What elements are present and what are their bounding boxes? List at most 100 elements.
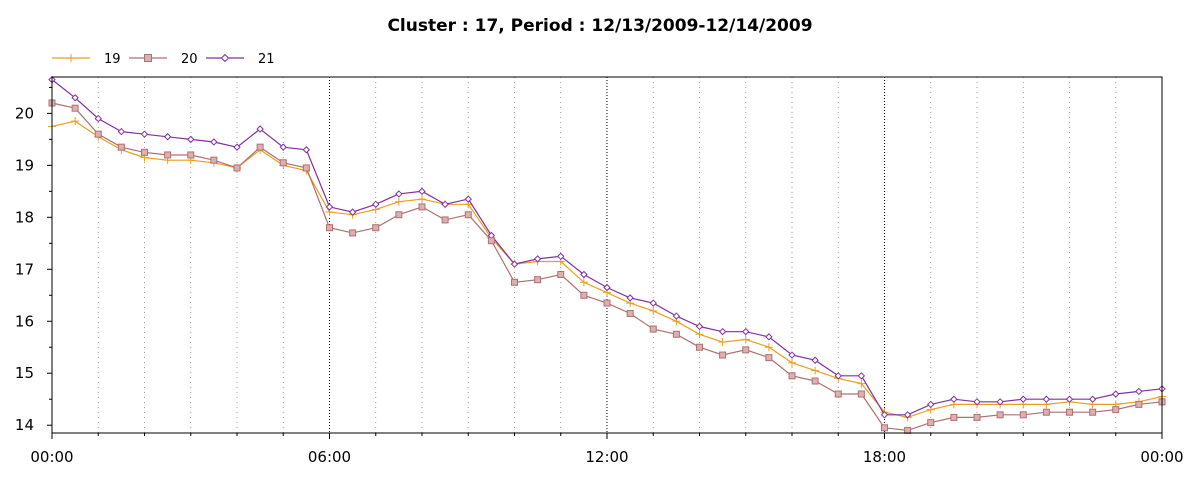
data-point [511,278,518,286]
data-point [765,354,773,362]
data-point [141,148,148,156]
data-point [233,143,241,151]
data-point [927,419,935,427]
axes: 00:00 06:00 12:00 18:00 00:00 14 15 16 17 18 19 20 [15,86,1184,466]
data-point [580,270,588,279]
data-point [811,377,819,385]
data-point [164,151,172,159]
data-point [881,424,888,432]
data-point [557,270,565,278]
data-point [742,346,750,354]
data-point [880,411,889,419]
data-point [163,133,172,141]
data-point [325,203,334,211]
data-point [696,343,703,351]
data-point [534,276,542,284]
data-point [672,330,680,338]
y-tick-label: 16 [15,312,34,330]
grid [97,77,1117,433]
data-point [94,130,102,138]
data-point [302,164,310,172]
data-point [1135,400,1143,408]
series-layer [48,75,1166,434]
data-point [950,413,958,421]
data-point [834,372,842,380]
data-point [326,224,333,232]
data-point [903,411,912,419]
data-point [857,372,866,380]
data-point [973,398,981,406]
data-point [649,306,658,315]
data-point [210,156,218,164]
data-point [811,366,820,375]
data-point [210,138,218,146]
series-line-21 [51,79,1163,416]
data-point [603,299,611,307]
data-point [1019,395,1027,403]
data-point [418,187,426,196]
data-point [1042,408,1050,416]
data-point [117,143,125,151]
data-point [579,278,588,287]
y-tick-label: 19 [15,156,34,174]
series-20 [48,99,1166,434]
data-point [418,195,426,204]
data-point [487,237,495,245]
y-tick-label: 17 [15,260,34,278]
data-point [626,309,634,317]
data-point [464,195,472,203]
data-point [719,351,727,359]
data-point [857,379,866,388]
data-point [765,333,773,341]
data-point [1135,387,1143,396]
legend-item-20: 20 [129,52,198,67]
y-tick-label: 14 [15,416,34,434]
data-point [441,200,449,209]
data-point [996,398,1004,406]
data-point [187,151,195,159]
data-point [580,291,588,299]
data-point [372,224,380,232]
x-tick-label: 12:00 [585,448,628,466]
data-point [71,117,80,126]
data-point [464,211,472,219]
data-point [67,54,75,62]
x-tick-label: 18:00 [863,448,906,466]
data-point [256,143,264,151]
legend-item-21: 21 [206,52,275,67]
data-point [1088,395,1097,403]
data-point [950,395,958,403]
data-point [233,164,241,172]
data-point [741,335,750,344]
legend-label: 20 [181,52,198,67]
x-tick-label: 06:00 [308,448,351,466]
data-point [372,200,380,209]
x-tick-label: 00:00 [1140,448,1183,466]
data-point [144,54,152,62]
data-point [626,294,634,302]
data-point [71,104,79,112]
x-tick-label: 00:00 [30,448,73,466]
data-point [71,94,79,102]
data-point [510,260,519,268]
data-point [788,358,796,367]
data-point [649,299,657,307]
data-point [279,143,287,151]
data-point [695,322,704,331]
data-point [672,312,681,320]
data-point [348,208,357,216]
legend: 19 20 21 [52,52,275,67]
data-point [279,159,287,167]
data-point [256,125,264,133]
data-point [349,229,357,237]
data-point [1042,395,1051,403]
data-point [811,356,819,364]
data-point [1112,406,1120,414]
data-point [533,255,542,263]
data-point [441,216,449,224]
data-point [834,390,842,398]
data-point [996,411,1004,419]
data-point [1019,411,1027,419]
series-21 [48,75,1166,419]
